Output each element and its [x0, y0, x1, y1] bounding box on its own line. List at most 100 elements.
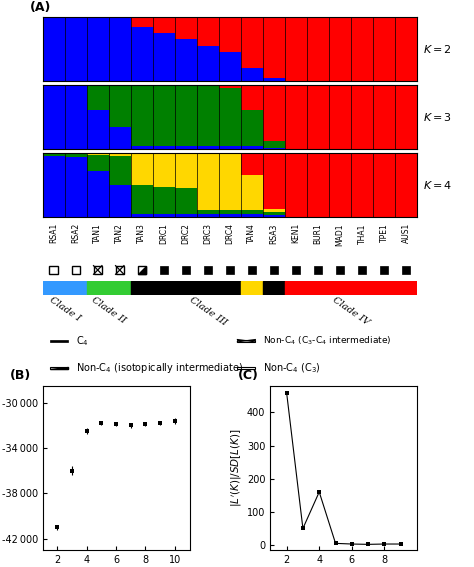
Text: Non-C$_4$ (isotopically intermediate): Non-C$_4$ (isotopically intermediate)	[76, 361, 243, 375]
Bar	[153, 154, 175, 187]
Bar	[153, 153, 175, 154]
Bar	[373, 85, 395, 149]
Bar	[197, 153, 219, 154]
Bar	[50, 367, 68, 369]
Bar	[197, 46, 219, 81]
Bar	[263, 215, 285, 217]
Bar	[64, 154, 87, 157]
Bar	[87, 85, 109, 111]
Text: Non-C$_4$ (C$_3$-C$_4$ intermediate): Non-C$_4$ (C$_3$-C$_4$ intermediate)	[263, 335, 391, 347]
Bar	[175, 188, 197, 214]
Bar	[226, 266, 234, 274]
Bar	[131, 146, 153, 149]
Bar	[307, 17, 329, 81]
Bar	[373, 17, 395, 81]
Bar	[219, 153, 241, 154]
Bar	[329, 85, 351, 149]
Bar	[237, 340, 255, 342]
Bar	[109, 154, 131, 156]
Bar	[109, 185, 131, 217]
Bar	[241, 146, 263, 149]
Bar	[153, 146, 175, 149]
Bar	[175, 154, 197, 188]
Bar	[329, 281, 351, 295]
Text: MAD1: MAD1	[336, 223, 345, 246]
X-axis label: $K$: $K$	[338, 566, 349, 567]
Bar	[175, 153, 197, 154]
Bar	[219, 154, 241, 210]
Bar	[395, 281, 417, 295]
Bar	[292, 266, 300, 274]
Bar	[109, 85, 131, 126]
Bar	[153, 214, 175, 217]
Bar	[237, 367, 255, 369]
Bar	[153, 17, 175, 33]
Bar	[241, 214, 263, 217]
Bar	[116, 266, 124, 274]
Bar	[285, 17, 307, 81]
Bar	[50, 340, 68, 342]
Bar	[131, 27, 153, 81]
Bar	[87, 17, 109, 81]
Bar	[219, 146, 241, 149]
Bar	[87, 111, 109, 149]
Bar	[395, 85, 417, 149]
Bar	[263, 209, 285, 211]
Bar	[197, 214, 219, 217]
Bar	[395, 17, 417, 81]
Text: DRC1: DRC1	[159, 223, 168, 244]
Bar	[358, 266, 366, 274]
Bar	[197, 146, 219, 149]
Bar	[263, 281, 285, 295]
Bar	[131, 153, 153, 154]
Bar	[307, 85, 329, 149]
Text: TAN4: TAN4	[247, 223, 256, 243]
Bar	[64, 153, 87, 154]
Bar	[241, 85, 263, 111]
Bar	[153, 33, 175, 81]
Bar	[43, 154, 64, 156]
Bar	[197, 154, 219, 210]
Text: (C): (C)	[238, 369, 259, 382]
Text: TPE1: TPE1	[380, 223, 389, 242]
Polygon shape	[50, 367, 68, 369]
Bar	[109, 281, 131, 295]
Bar	[241, 175, 263, 210]
Text: Clade I: Clade I	[47, 295, 82, 323]
Bar	[182, 266, 190, 274]
Bar	[153, 85, 175, 146]
Text: $K = 3$: $K = 3$	[423, 111, 452, 123]
Bar	[64, 85, 87, 149]
Bar	[351, 281, 373, 295]
Bar	[197, 281, 219, 295]
Bar	[87, 154, 109, 155]
Bar	[263, 211, 285, 215]
Text: DRC4: DRC4	[226, 223, 234, 244]
Text: KEN1: KEN1	[292, 223, 301, 243]
Text: RSA2: RSA2	[71, 223, 80, 243]
Text: $K = 2$: $K = 2$	[423, 43, 452, 55]
Bar	[87, 155, 109, 171]
Text: TAN1: TAN1	[93, 223, 102, 243]
Bar	[263, 141, 285, 147]
Bar	[131, 214, 153, 217]
Bar	[219, 210, 241, 214]
Bar	[241, 153, 263, 175]
Text: AUS1: AUS1	[401, 223, 410, 243]
Bar	[285, 153, 307, 217]
Bar	[263, 147, 285, 149]
Bar	[285, 281, 307, 295]
Bar	[43, 85, 64, 149]
Bar	[263, 85, 285, 141]
Polygon shape	[137, 266, 146, 274]
Bar	[137, 266, 146, 274]
Bar	[109, 17, 131, 81]
Text: $K = 4$: $K = 4$	[423, 179, 452, 191]
Text: Clade III: Clade III	[188, 295, 228, 328]
Bar	[43, 281, 64, 295]
Bar	[131, 17, 153, 27]
Bar	[197, 17, 219, 46]
Bar	[175, 86, 197, 146]
Bar	[72, 266, 80, 274]
Bar	[153, 281, 175, 295]
